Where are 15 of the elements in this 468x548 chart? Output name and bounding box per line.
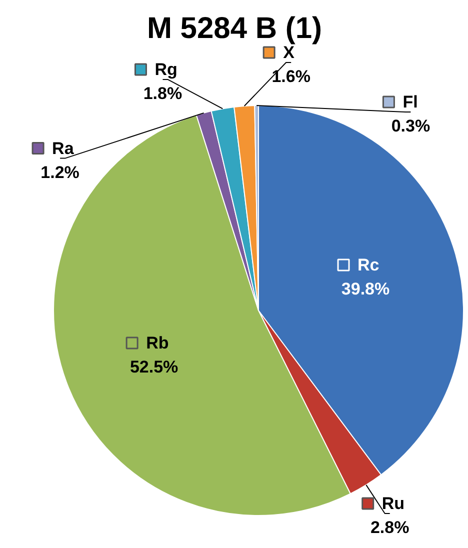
legend-label: Rg xyxy=(154,60,178,79)
data-label: 1.6% xyxy=(272,67,310,86)
data-label: 2.8% xyxy=(370,518,410,537)
legend-label: Ra xyxy=(52,138,74,158)
data-label: 1.2% xyxy=(40,162,80,182)
legend-label: Ru xyxy=(382,494,405,513)
chart-title: M 5284 B (1) xyxy=(146,12,322,45)
data-label: 0.3% xyxy=(391,116,430,136)
legend-label: X xyxy=(283,43,296,62)
data-label: 1.8% xyxy=(143,84,182,103)
legend-label: Rc xyxy=(358,255,380,274)
legend-label: Fl xyxy=(402,92,418,112)
legend-label: Rb xyxy=(146,333,169,352)
data-label: 52.5% xyxy=(130,357,178,376)
data-label: 39.8% xyxy=(341,279,390,298)
